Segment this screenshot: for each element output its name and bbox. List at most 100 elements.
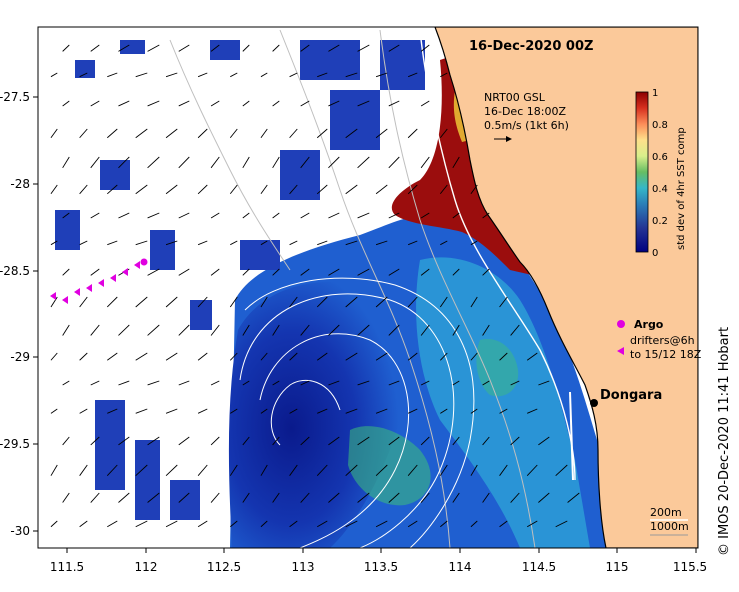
colorbar-tick-label: 0.2 xyxy=(652,216,668,227)
sst-field-green-patch xyxy=(348,426,431,506)
current-vector xyxy=(407,520,418,528)
current-vector xyxy=(90,436,100,446)
current-vector xyxy=(197,128,208,139)
current-vector xyxy=(165,464,178,477)
current-vector xyxy=(165,184,178,195)
current-vector xyxy=(197,352,208,361)
colorbar-tick-label: 0.6 xyxy=(652,152,668,163)
current-vector xyxy=(289,352,298,361)
current-vector xyxy=(118,492,130,503)
current-vector xyxy=(345,184,358,195)
lon-axis xyxy=(66,548,697,553)
isobath-200m xyxy=(419,29,576,481)
current-vector xyxy=(147,212,160,219)
current-vector xyxy=(178,100,190,107)
current-vector xyxy=(316,128,328,139)
current-vector xyxy=(165,128,178,139)
current-vector xyxy=(229,128,238,139)
current-vector xyxy=(470,464,478,476)
current-vector xyxy=(375,184,388,195)
current-vector xyxy=(210,436,220,446)
current-vector xyxy=(526,352,538,361)
isobath-offshore xyxy=(169,39,291,271)
current-vector xyxy=(499,520,508,528)
current-vector xyxy=(260,352,268,361)
current-vector xyxy=(452,324,460,336)
current-vector xyxy=(260,296,268,308)
current-vector xyxy=(197,408,208,414)
current-vector xyxy=(300,324,310,336)
current-vector xyxy=(230,240,238,246)
current-vector xyxy=(375,520,388,528)
current-vector xyxy=(300,44,310,52)
current-vector xyxy=(178,492,190,503)
current-vectors xyxy=(50,44,580,528)
lat-tick-label: -29.5 xyxy=(0,437,30,451)
current-vector xyxy=(106,128,118,139)
current-vector xyxy=(90,100,100,107)
current-vector xyxy=(107,352,118,361)
current-vector xyxy=(242,212,250,219)
current-vector xyxy=(210,380,220,386)
current-vector xyxy=(526,520,538,528)
sst-scatter-patches xyxy=(55,40,425,520)
current-vector xyxy=(388,156,400,169)
current-vector xyxy=(272,324,280,336)
lon-tick-label: 112 xyxy=(135,560,158,574)
current-vector xyxy=(375,240,388,246)
current-vector xyxy=(316,296,328,308)
current-vector xyxy=(388,380,400,386)
current-vector xyxy=(567,492,580,503)
current-vector xyxy=(470,240,478,246)
current-vector xyxy=(555,520,568,528)
lon-tick-label: 115.5 xyxy=(673,560,707,574)
current-vector xyxy=(345,408,358,414)
current-vector xyxy=(135,72,148,78)
current-vector xyxy=(345,520,358,528)
current-vector xyxy=(316,464,328,476)
current-vector xyxy=(470,520,478,528)
drifters-legend-label-1: drifters@6h xyxy=(630,334,695,347)
current-vector xyxy=(50,72,58,78)
current-vector xyxy=(260,520,268,528)
current-vector xyxy=(272,492,280,503)
current-vector xyxy=(289,128,298,139)
current-time-label: 16-Dec 18:00Z xyxy=(484,105,566,118)
land-mass xyxy=(434,27,698,548)
current-vector xyxy=(178,436,190,446)
current-vector xyxy=(482,324,490,336)
current-vector xyxy=(135,184,148,195)
current-vector xyxy=(107,520,118,528)
current-vector xyxy=(420,268,430,276)
current-vector xyxy=(510,492,520,503)
current-vector xyxy=(482,492,490,503)
current-vector xyxy=(50,520,58,528)
colorbar xyxy=(635,91,649,253)
current-vector xyxy=(420,380,430,386)
current-vector xyxy=(230,408,238,414)
current-vector xyxy=(229,464,238,476)
lat-axis xyxy=(33,96,38,532)
current-vector xyxy=(328,492,340,503)
current-vector xyxy=(118,380,130,386)
current-vector xyxy=(375,296,388,308)
current-vector xyxy=(345,296,358,308)
current-vector xyxy=(147,436,160,446)
current-vector xyxy=(79,240,88,246)
current-vector xyxy=(357,44,370,52)
current-vector xyxy=(62,436,70,446)
current-vector xyxy=(345,464,358,477)
current-vector xyxy=(147,100,160,107)
current-vector xyxy=(50,240,58,246)
map-title: 16-Dec-2020 00Z xyxy=(469,39,593,54)
current-vector xyxy=(90,324,100,336)
current-vector xyxy=(118,212,130,219)
current-vector xyxy=(147,380,160,386)
current-vector xyxy=(289,240,298,246)
current-vector xyxy=(357,100,370,107)
current-vector xyxy=(135,240,148,246)
current-vector xyxy=(407,128,418,139)
current-vector xyxy=(147,492,160,503)
current-vector xyxy=(165,520,178,528)
